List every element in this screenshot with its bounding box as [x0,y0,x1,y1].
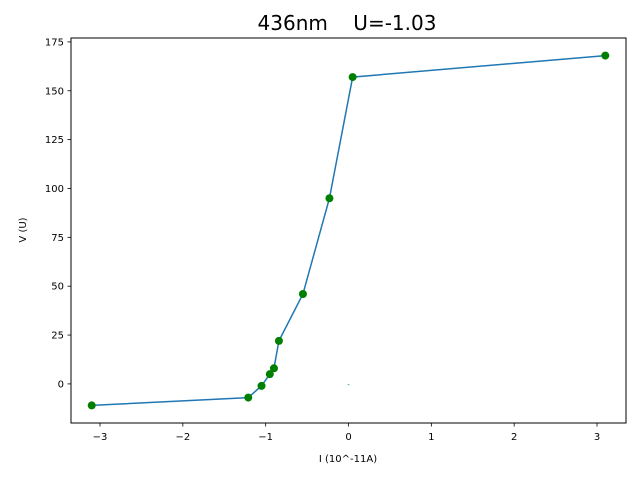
x-tick-label: −3 [93,432,108,443]
data-point [257,381,266,390]
x-tick-label: −2 [175,432,190,443]
y-tick-label: 0 [58,379,64,390]
data-point [265,370,274,379]
x-axis-label: I (10^-11A) [319,454,377,465]
data-point [244,393,253,402]
y-axis-label: V (U) [18,217,29,242]
y-tick-label: 100 [45,184,64,195]
x-tick-label: 1 [428,432,434,443]
y-tick-label: 75 [51,233,64,244]
chart-title: 436nm U=-1.03 [258,11,437,35]
data-point [298,290,307,299]
annotation-mark: - [347,381,350,389]
x-tick-label: 2 [511,432,517,443]
data-point [274,336,283,345]
y-axis-ticks: 0 25 50 75 100 125 150 175 [45,37,71,390]
x-tick-label: 3 [594,432,600,443]
data-point [348,73,357,82]
data-point [87,401,96,410]
y-tick-label: 50 [51,282,64,293]
y-tick-label: 150 [45,86,64,97]
y-tick-label: 125 [45,135,64,146]
y-tick-label: 25 [51,331,64,342]
data-point [601,51,610,60]
x-axis-ticks: −3 −2 −1 0 1 2 3 [93,423,600,443]
plot-area: - [87,51,610,410]
data-point [269,364,278,373]
series-line [91,54,606,407]
x-tick-label: 0 [345,432,351,443]
x-tick-label: −1 [258,432,273,443]
data-point [325,194,334,203]
y-tick-label: 175 [45,37,64,48]
